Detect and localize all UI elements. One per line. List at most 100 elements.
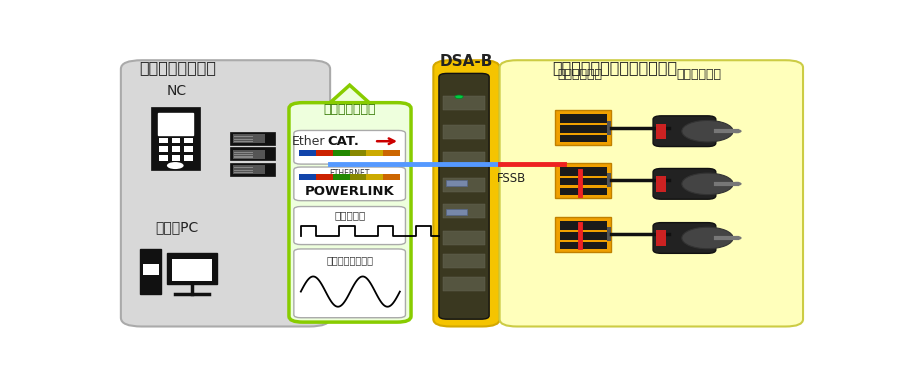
FancyBboxPatch shape [233, 165, 265, 174]
Bar [446, 180, 467, 186]
Text: パルス入力: パルス入力 [334, 210, 365, 220]
Bar [234, 157, 254, 158]
Bar [300, 174, 308, 180]
FancyBboxPatch shape [230, 147, 275, 160]
FancyBboxPatch shape [172, 259, 212, 280]
Text: NC: NC [166, 84, 186, 98]
Bar [607, 227, 611, 241]
Bar [184, 155, 193, 160]
FancyBboxPatch shape [230, 132, 275, 145]
Bar [607, 120, 611, 135]
Text: POWERLINK: POWERLINK [305, 185, 394, 198]
Bar [656, 124, 666, 139]
Bar [159, 155, 167, 160]
Circle shape [732, 182, 742, 186]
Bar [656, 230, 666, 245]
Bar [234, 169, 254, 171]
Text: DSA-B: DSA-B [439, 54, 493, 69]
Bar [560, 114, 607, 124]
Bar [349, 174, 358, 180]
Bar [443, 254, 485, 268]
FancyBboxPatch shape [166, 253, 217, 284]
Bar [159, 146, 167, 152]
FancyBboxPatch shape [653, 116, 716, 147]
Circle shape [166, 162, 184, 169]
Circle shape [682, 173, 734, 195]
Bar [560, 135, 607, 142]
Bar [234, 167, 254, 168]
Bar [316, 150, 325, 156]
Bar [443, 204, 485, 218]
Bar [560, 187, 607, 195]
Polygon shape [330, 85, 369, 103]
FancyBboxPatch shape [500, 60, 803, 326]
Bar [341, 150, 349, 156]
Text: 産業用PC: 産業用PC [155, 220, 198, 234]
Circle shape [732, 236, 742, 240]
Bar [300, 150, 308, 156]
Bar [172, 146, 180, 152]
Bar [358, 174, 366, 180]
Bar [234, 154, 254, 155]
Bar [446, 209, 467, 215]
Bar [234, 139, 254, 140]
Circle shape [732, 129, 742, 133]
Bar [159, 138, 167, 143]
Bar [308, 150, 316, 156]
Bar [443, 152, 485, 166]
Text: CAT: CAT [328, 135, 356, 148]
FancyBboxPatch shape [555, 110, 611, 145]
FancyBboxPatch shape [653, 168, 716, 199]
FancyBboxPatch shape [233, 134, 265, 143]
Bar [358, 150, 366, 156]
Bar [184, 138, 193, 143]
Bar [374, 174, 383, 180]
FancyBboxPatch shape [233, 150, 265, 158]
Bar [443, 178, 485, 192]
Text: お客様の制御装置: お客様の制御装置 [139, 60, 216, 75]
Bar [234, 172, 254, 173]
Bar [560, 242, 607, 249]
FancyBboxPatch shape [439, 73, 490, 319]
Bar [333, 174, 341, 180]
Circle shape [682, 120, 734, 142]
Bar [341, 174, 349, 180]
Bar [443, 125, 485, 139]
Bar [172, 138, 180, 143]
FancyBboxPatch shape [151, 107, 200, 170]
Text: PLC: PLC [246, 132, 272, 146]
Bar [443, 96, 485, 110]
FancyBboxPatch shape [434, 60, 500, 326]
Bar [234, 141, 254, 142]
FancyBboxPatch shape [140, 249, 161, 294]
Bar [374, 150, 383, 156]
Text: アナログ電圧入力: アナログ電圧入力 [326, 255, 374, 265]
Bar [316, 174, 325, 180]
Bar [560, 125, 607, 133]
Bar [333, 150, 341, 156]
Text: ETHERNET: ETHERNET [329, 169, 370, 178]
Bar [172, 155, 180, 160]
FancyBboxPatch shape [158, 113, 193, 135]
FancyBboxPatch shape [289, 103, 411, 322]
Bar [234, 136, 254, 138]
Bar [392, 174, 400, 180]
Bar [234, 152, 254, 153]
Bar [560, 167, 607, 176]
Bar [325, 150, 333, 156]
FancyBboxPatch shape [293, 207, 406, 245]
Bar [560, 232, 607, 240]
FancyBboxPatch shape [143, 264, 158, 275]
Bar [308, 174, 316, 180]
Text: サーボアンプ: サーボアンプ [557, 68, 602, 81]
Bar [366, 150, 374, 156]
Bar [443, 277, 485, 291]
FancyBboxPatch shape [555, 163, 611, 198]
Bar [392, 150, 400, 156]
FancyBboxPatch shape [293, 249, 406, 318]
Bar [560, 221, 607, 230]
Bar [560, 178, 607, 185]
Text: サーボモータ: サーボモータ [676, 68, 721, 81]
Bar [366, 174, 374, 180]
Text: ファナックのサーボシステム: ファナックのサーボシステム [552, 60, 678, 75]
